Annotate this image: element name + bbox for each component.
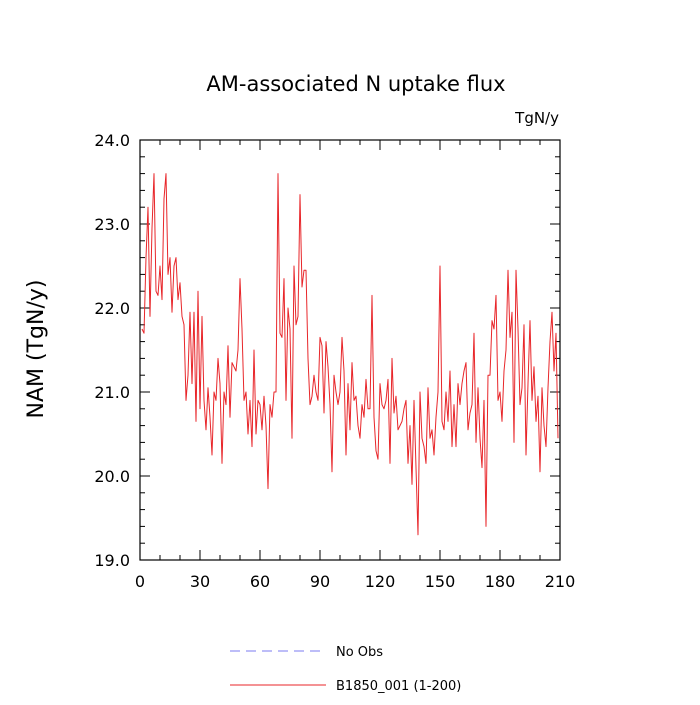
- x-tick-label: 0: [135, 572, 145, 591]
- chart-title: AM-associated N uptake flux: [206, 72, 505, 96]
- series-line-b1850-001-1-200: [141, 173, 559, 536]
- y-tick-label: 20.0: [94, 467, 130, 486]
- axis-ticks: [139, 139, 561, 561]
- x-tick-label: 60: [250, 572, 270, 591]
- y-tick-label: 22.0: [94, 299, 130, 318]
- x-tick-label: 90: [310, 572, 330, 591]
- legend-label-no-obs: No Obs: [336, 645, 383, 660]
- plot-frame: [139, 139, 561, 561]
- plot-area: 0 30 60 90 120 150 180 210 19.0 20.0 21.0 22.0 23.0 2…: [94, 131, 575, 591]
- units-label: TgN/y: [514, 109, 559, 127]
- x-tick-label: 120: [365, 572, 396, 591]
- y-tick-label: 23.0: [94, 215, 130, 234]
- x-tick-label: 210: [545, 572, 576, 591]
- x-tick-label: 30: [190, 572, 210, 591]
- legend: No Obs B1850_001 (1-200): [230, 645, 461, 694]
- y-axis-label: NAM (TgN/y): [24, 280, 49, 419]
- y-tick-label: 24.0: [94, 131, 130, 150]
- x-tick-label: 150: [425, 572, 456, 591]
- axis-tick-labels: 0 30 60 90 120 150 180 210 19.0 20.0 21.0 22.0 23.0 2…: [94, 131, 575, 591]
- legend-label-b1850: B1850_001 (1-200): [336, 679, 461, 694]
- y-tick-label: 21.0: [94, 383, 130, 402]
- y-tick-label: 19.0: [94, 551, 130, 570]
- x-tick-label: 180: [485, 572, 516, 591]
- series-layer: [141, 173, 559, 536]
